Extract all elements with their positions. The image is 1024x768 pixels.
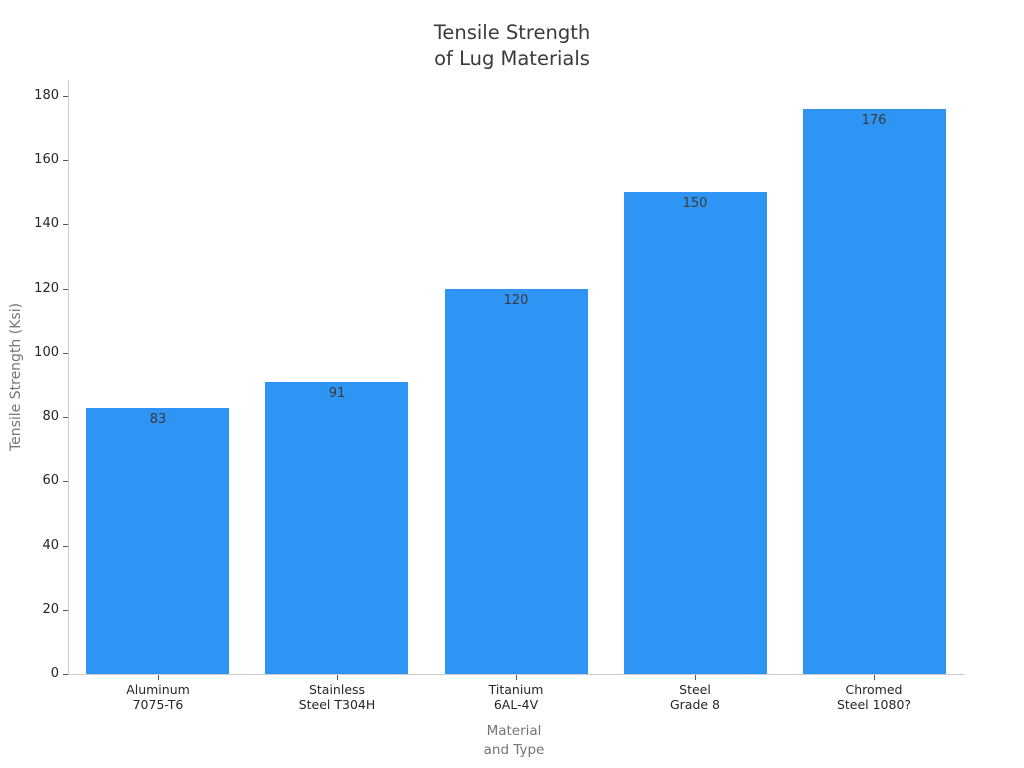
bar-value-label: 120 (503, 293, 529, 308)
x-tick-mark (695, 675, 696, 680)
bar-value-label: 83 (149, 412, 167, 427)
y-tick-mark (63, 417, 68, 418)
x-tick-label: Steel Grade 8 (669, 682, 721, 712)
y-tick-mark (63, 353, 68, 354)
y-tick-label: 180 (34, 88, 59, 103)
y-tick-label: 80 (42, 409, 59, 424)
y-tick-label: 160 (34, 152, 59, 167)
y-tick-mark (63, 674, 68, 675)
x-tick-label: Stainless Steel T304H (298, 682, 376, 712)
y-tick-mark (63, 96, 68, 97)
bar-value-label: 91 (328, 386, 346, 401)
y-tick-mark (63, 610, 68, 611)
y-tick-mark (63, 289, 68, 290)
chart-title: Tensile Strength of Lug Materials (433, 21, 591, 70)
x-axis-spine (68, 674, 965, 675)
y-axis-spine (68, 80, 69, 675)
x-tick-label: Titanium 6AL-4V (488, 682, 544, 712)
y-tick-label: 120 (34, 281, 59, 296)
y-tick-label: 140 (34, 216, 59, 231)
x-tick-label: Aluminum 7075-T6 (126, 682, 190, 712)
x-tick-mark (516, 675, 517, 680)
y-tick-mark (63, 546, 68, 547)
bar (265, 382, 408, 674)
y-tick-label: 0 (50, 666, 59, 681)
y-tick-label: 40 (42, 538, 59, 553)
x-tick-mark (158, 675, 159, 680)
bar-value-label: 150 (682, 196, 708, 211)
y-tick-mark (63, 160, 68, 161)
bar (86, 408, 229, 674)
y-tick-label: 20 (42, 602, 59, 617)
bar (445, 289, 588, 674)
y-tick-label: 60 (42, 473, 59, 488)
x-axis-title: Material and Type (483, 723, 545, 758)
y-tick-mark (63, 224, 68, 225)
y-tick-mark (63, 481, 68, 482)
x-tick-mark (337, 675, 338, 680)
y-tick-label: 100 (34, 345, 59, 360)
bar (803, 109, 946, 674)
x-tick-mark (874, 675, 875, 680)
bar-value-label: 176 (861, 113, 887, 128)
x-tick-label: Chromed Steel 1080? (836, 682, 912, 712)
bar (624, 192, 767, 674)
y-axis-title: Tensile Strength (Ksi) (8, 302, 24, 452)
